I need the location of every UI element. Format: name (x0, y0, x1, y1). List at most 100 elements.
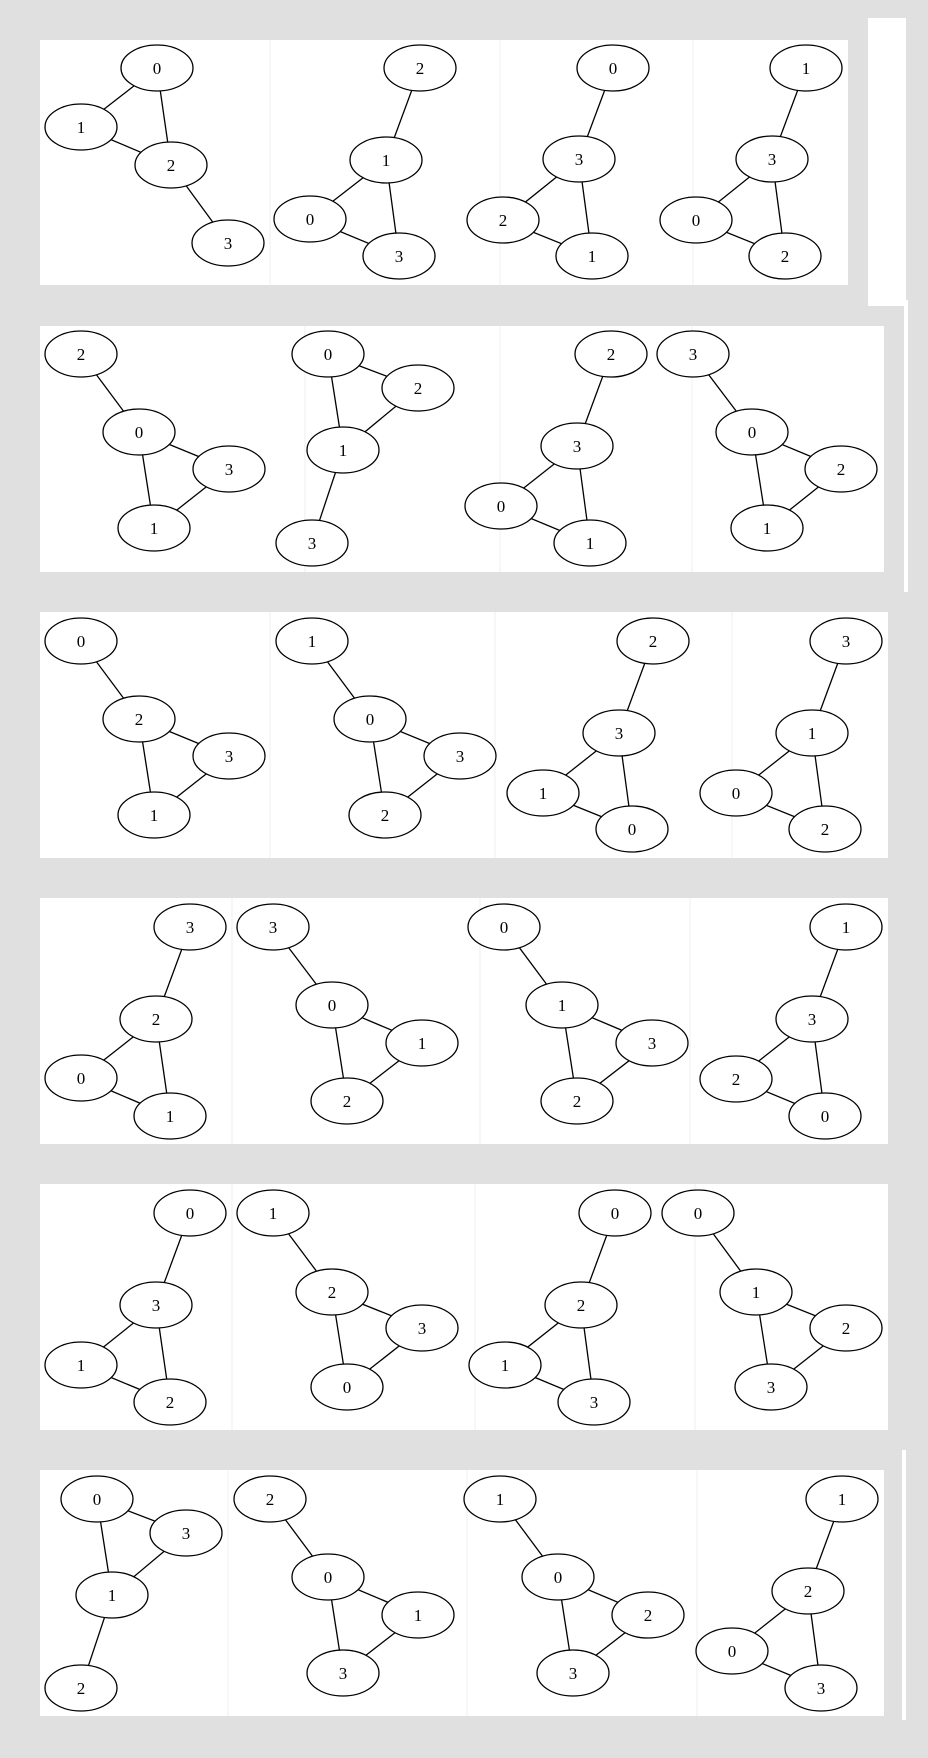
node-ellipse (699, 769, 773, 817)
node-ellipse (149, 1509, 223, 1557)
graph-node: 1 (117, 791, 191, 839)
graph-node: 1 (769, 44, 843, 92)
node-label: 2 (152, 1010, 161, 1029)
graph-node: 3 (615, 1019, 689, 1067)
node-label: 0 (186, 1204, 195, 1223)
node-ellipse (525, 981, 599, 1029)
node-ellipse (805, 1475, 879, 1523)
node-ellipse (191, 219, 265, 267)
graph-node: 3 (656, 330, 730, 378)
node-ellipse (748, 232, 822, 280)
graph-node: 2 (119, 995, 193, 1043)
node-ellipse (576, 44, 650, 92)
node-ellipse (582, 709, 656, 757)
node-label: 2 (381, 806, 390, 825)
node-ellipse (44, 103, 118, 151)
nodes: 0 1 2 3 2 1 0 3 0 3 2 1 1 3 0 2 2 0 3 1 0 2 1 3 2 3 0 1 3 0 2 1 0 2 3 1 1 0 3 2… (44, 44, 883, 1712)
node-label: 1 (414, 1606, 423, 1625)
graph-node: 2 (544, 1281, 618, 1329)
graph-node: 3 (275, 519, 349, 567)
node-label: 0 (554, 1568, 563, 1587)
graph-node: 2 (616, 617, 690, 665)
graph-node: 0 (333, 695, 407, 743)
node-ellipse (578, 1189, 652, 1237)
side-strip (904, 300, 908, 592)
node-ellipse (192, 732, 266, 780)
node-label: 1 (539, 784, 548, 803)
node-ellipse (306, 426, 380, 474)
node-label: 1 (269, 1204, 278, 1223)
graph-node: 1 (463, 1475, 537, 1523)
node-label: 3 (689, 345, 698, 364)
node-label: 1 (586, 534, 595, 553)
node-ellipse (695, 1627, 769, 1675)
node-ellipse (236, 1189, 310, 1237)
node-ellipse (468, 1341, 542, 1389)
node-ellipse (719, 1268, 793, 1316)
node-ellipse (381, 364, 455, 412)
node-label: 2 (499, 211, 508, 230)
node-ellipse (542, 135, 616, 183)
node-label: 3 (817, 1679, 826, 1698)
graph-node: 0 (60, 1475, 134, 1523)
node-ellipse (553, 519, 627, 567)
graph-node: 3 (191, 219, 265, 267)
node-label: 2 (414, 379, 423, 398)
graph-node: 0 (699, 769, 773, 817)
graph-node: 2 (134, 141, 208, 189)
graph-node: 0 (291, 1553, 365, 1601)
graph-node: 2 (348, 791, 422, 839)
node-label: 0 (328, 996, 337, 1015)
graph-node: 0 (467, 903, 541, 951)
node-ellipse (192, 445, 266, 493)
node-label: 2 (167, 156, 176, 175)
graph-node: 1 (553, 519, 627, 567)
node-ellipse (788, 1092, 862, 1140)
graph-node: 3 (557, 1378, 631, 1426)
node-ellipse (467, 903, 541, 951)
graph-node: 1 (555, 232, 629, 280)
node-label: 2 (781, 247, 790, 266)
graph-node: 2 (809, 1304, 883, 1352)
node-label: 0 (324, 345, 333, 364)
graph-node: 2 (574, 330, 648, 378)
node-ellipse (120, 44, 194, 92)
node-label: 2 (821, 820, 830, 839)
graph-node: 2 (771, 1567, 845, 1615)
graph-node: 2 (788, 805, 862, 853)
node-label: 3 (269, 918, 278, 937)
node-ellipse (306, 1649, 380, 1697)
node-ellipse (555, 232, 629, 280)
node-label: 1 (802, 59, 811, 78)
node-label: 1 (108, 1586, 117, 1605)
node-ellipse (659, 196, 733, 244)
node-ellipse (730, 504, 804, 552)
node-ellipse (291, 330, 365, 378)
node-ellipse (133, 1092, 207, 1140)
node-label: 0 (611, 1204, 620, 1223)
node-label: 1 (418, 1034, 427, 1053)
graph-node: 0 (44, 1054, 118, 1102)
graph-node: 0 (102, 408, 176, 456)
node-ellipse (540, 422, 614, 470)
graph-node: 3 (734, 1363, 808, 1411)
node-label: 0 (153, 59, 162, 78)
node-label: 1 (838, 1490, 847, 1509)
node-ellipse (310, 1363, 384, 1411)
graph-node: 2 (611, 1591, 685, 1639)
graph-node: 0 (595, 805, 669, 853)
node-label: 2 (266, 1490, 275, 1509)
graph-node: 2 (540, 1077, 614, 1125)
node-label: 1 (77, 118, 86, 137)
node-label: 2 (804, 1582, 813, 1601)
node-ellipse (119, 995, 193, 1043)
node-label: 3 (768, 150, 777, 169)
node-ellipse (291, 1553, 365, 1601)
graph-node: 1 (117, 504, 191, 552)
node-label: 0 (821, 1107, 830, 1126)
node-label: 1 (166, 1107, 175, 1126)
node-ellipse (117, 791, 191, 839)
graph-node: 2 (310, 1077, 384, 1125)
node-label: 3 (186, 918, 195, 937)
node-label: 0 (93, 1490, 102, 1509)
